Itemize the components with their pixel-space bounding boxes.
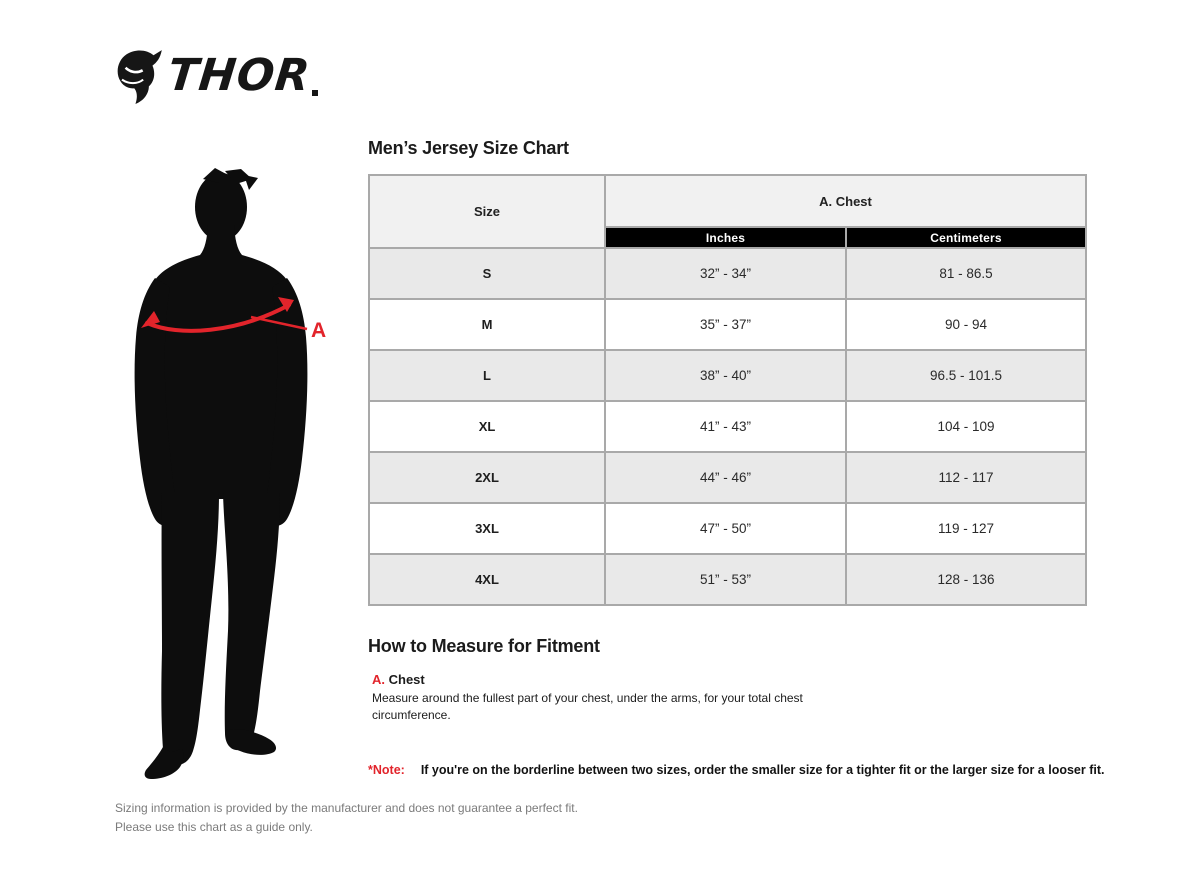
table-row: 4XL 51” - 53” 128 - 136	[368, 553, 1088, 606]
centimeters-cell: 112 - 117	[844, 451, 1088, 504]
size-cell: 2XL	[368, 451, 606, 504]
centimeters-cell: 81 - 86.5	[844, 247, 1088, 300]
note-label: *Note:	[368, 763, 405, 777]
table-row: 2XL 44” - 46” 112 - 117	[368, 451, 1088, 504]
chest-measurement-arrow: A	[141, 297, 326, 342]
size-chart-table: Size A. Chest Inches Centimeters S 32” -…	[368, 174, 1088, 606]
chest-measurement-label: A	[311, 319, 326, 342]
inches-cell: 44” - 46”	[604, 451, 847, 504]
table-row: 3XL 47” - 50” 119 - 127	[368, 502, 1088, 555]
centimeters-cell: 104 - 109	[844, 400, 1088, 453]
table-row: XL 41” - 43” 104 - 109	[368, 400, 1088, 453]
size-chart-title: Men’s Jersey Size Chart	[368, 138, 569, 158]
measurement-figure: A	[115, 165, 345, 780]
inches-cell: 32” - 34”	[604, 247, 847, 300]
arrowhead-left	[141, 311, 160, 328]
inches-cell: 35” - 37”	[604, 298, 847, 351]
column-header-size: Size	[368, 174, 606, 249]
measure-item-name: Chest	[388, 672, 425, 687]
note-text: If you're on the borderline between two …	[420, 763, 1105, 777]
size-cell: 3XL	[368, 502, 606, 555]
size-cell: M	[368, 298, 606, 351]
centimeters-cell: 128 - 136	[844, 553, 1088, 606]
measure-item-key: A.	[372, 672, 385, 687]
size-cell: S	[368, 247, 606, 300]
arrowhead-right	[278, 297, 294, 312]
column-header-centimeters: Centimeters	[844, 226, 1088, 249]
inches-cell: 47” - 50”	[604, 502, 847, 555]
brand-logo-text: THOR	[165, 50, 313, 101]
thor-ram-icon	[117, 50, 162, 104]
disclaimer-line1: Sizing information is provided by the ma…	[115, 801, 578, 815]
male-silhouette: A	[134, 168, 326, 779]
disclaimer: Sizing information is provided by the ma…	[115, 799, 578, 836]
column-header-inches: Inches	[604, 226, 847, 249]
disclaimer-line2: Please use this chart as a guide only.	[115, 819, 313, 834]
fitment-note: *Note: If you're on the borderline betwee…	[368, 763, 1105, 777]
column-header-chest: A. Chest	[603, 174, 1088, 228]
measure-item-chest: A. Chest Measure around the fullest part…	[372, 672, 822, 725]
inches-cell: 51” - 53”	[604, 553, 847, 606]
inches-cell: 41” - 43”	[604, 400, 847, 453]
brand-logo-period	[312, 90, 319, 96]
size-table-body: S 32” - 34” 81 - 86.5 M 35” - 37” 90 - 9…	[368, 247, 1088, 606]
size-cell: XL	[368, 400, 606, 453]
table-row: S 32” - 34” 81 - 86.5	[368, 247, 1088, 300]
how-to-measure-title: How to Measure for Fitment	[368, 636, 600, 656]
table-row: L 38” - 40” 96.5 - 101.5	[368, 349, 1088, 402]
table-row: M 35” - 37” 90 - 94	[368, 298, 1088, 351]
centimeters-cell: 96.5 - 101.5	[844, 349, 1088, 402]
centimeters-cell: 90 - 94	[844, 298, 1088, 351]
measure-item-heading: A. Chest	[372, 672, 822, 687]
size-cell: L	[368, 349, 606, 402]
brand-logo: THOR	[112, 46, 319, 106]
inches-cell: 38” - 40”	[604, 349, 847, 402]
centimeters-cell: 119 - 127	[844, 502, 1088, 555]
male-silhouette-body	[134, 168, 308, 779]
measure-item-description: Measure around the fullest part of your …	[372, 691, 803, 723]
chest-pointer-line	[250, 315, 308, 331]
size-cell: 4XL	[368, 553, 606, 606]
